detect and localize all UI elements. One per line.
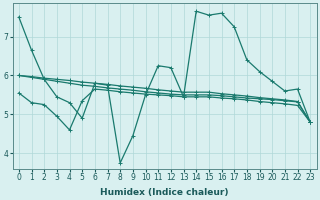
X-axis label: Humidex (Indice chaleur): Humidex (Indice chaleur) (100, 188, 229, 197)
